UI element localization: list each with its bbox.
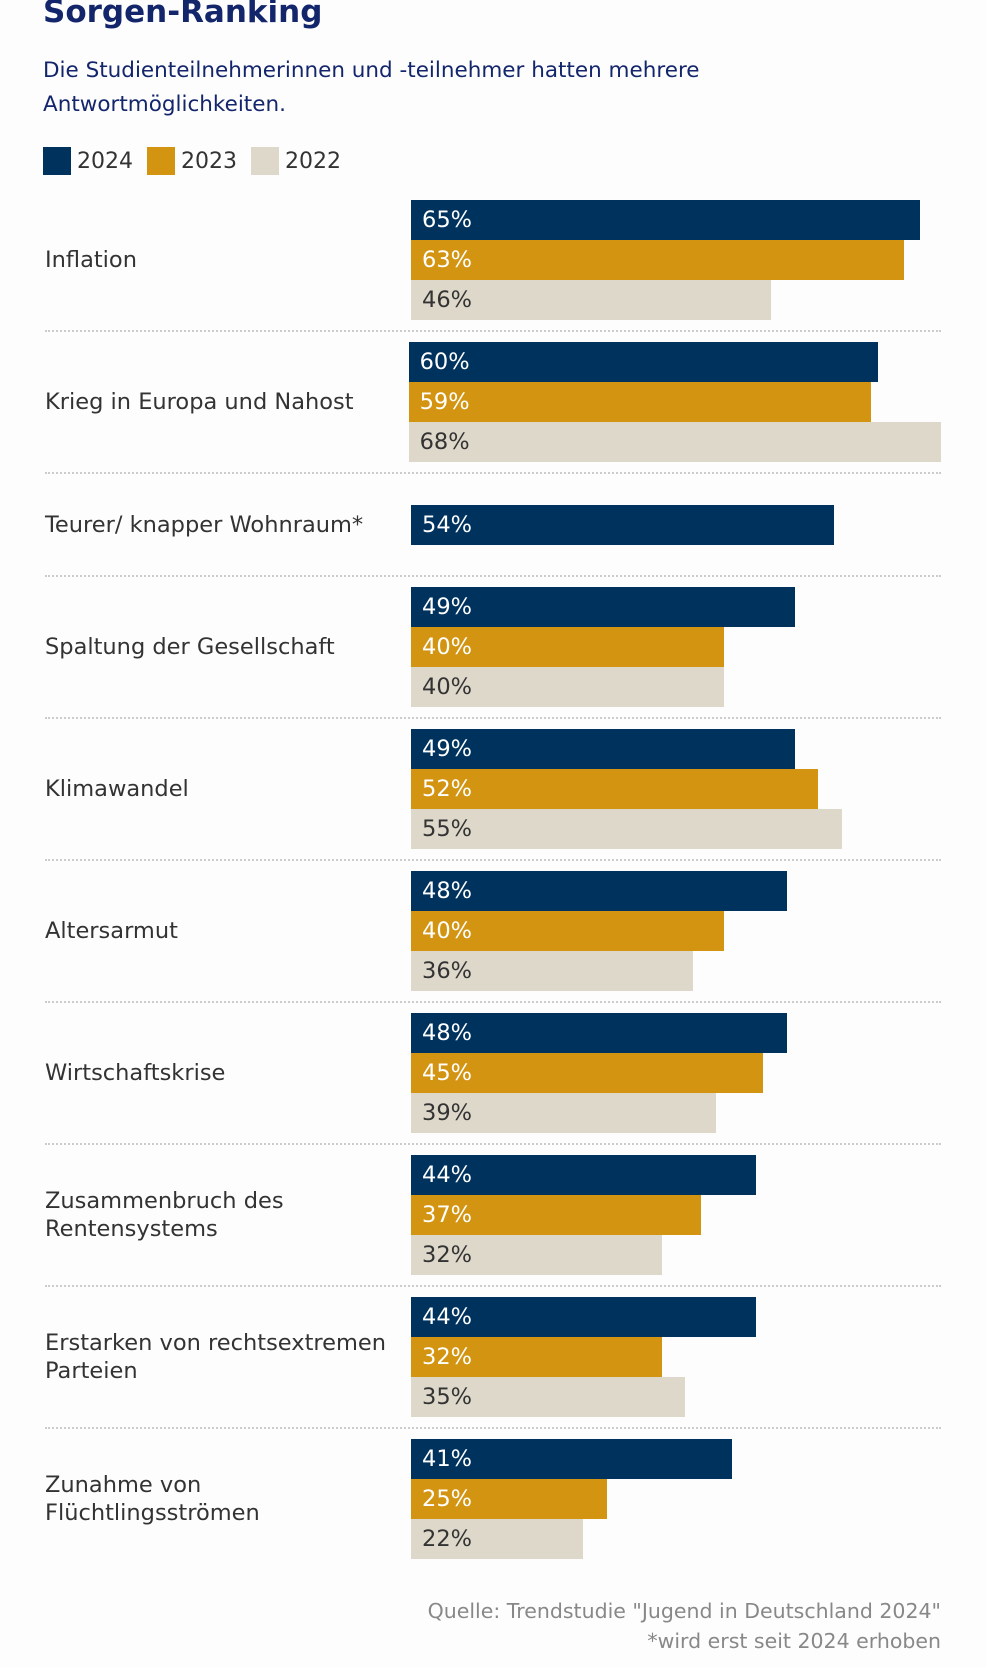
category-group: Wirtschaftskrise 48% 45% 39% (45, 1003, 941, 1145)
data-label: 52% (422, 776, 473, 802)
data-label: 49% (422, 736, 473, 762)
category-label: Altersarmut (45, 918, 178, 944)
bar-2022: 22% (411, 1519, 584, 1559)
bar-2024: 44% (411, 1297, 756, 1337)
category-group: Krieg in Europa und Nahost 60% 59% 68% (45, 332, 941, 474)
bar-2022: 55% (411, 809, 842, 849)
bar-2024: 49% (411, 587, 795, 627)
data-label: 60% (419, 349, 470, 375)
bar-2022: 39% (411, 1093, 717, 1133)
bar-2024: 48% (411, 871, 787, 911)
bar-2023: 59% (408, 382, 871, 422)
data-label: 41% (422, 1446, 473, 1472)
category-label: Spaltung der Gesellschaft (45, 634, 335, 660)
bar-2023: 52% (411, 769, 819, 809)
data-label: 36% (422, 958, 473, 984)
data-label: 55% (422, 816, 473, 842)
footnote: *wird erst seit 2024 erhoben (647, 1629, 941, 1653)
bar-2024: 48% (411, 1013, 787, 1053)
bar-2022: 46% (411, 280, 772, 320)
category-group: Inflation 65% 63% 46% (45, 190, 941, 332)
bar-2023: 25% (411, 1479, 607, 1519)
bar-2024: 54% (411, 504, 834, 545)
data-label: 48% (422, 878, 473, 904)
data-label: 48% (422, 1020, 473, 1046)
data-label: 65% (422, 207, 473, 233)
footer: Quelle: Trendstudie "Jugend in Deutschla… (428, 1596, 941, 1656)
bar-2022: 36% (411, 951, 693, 991)
data-label: 44% (422, 1162, 473, 1188)
bar-2024: 44% (411, 1155, 756, 1195)
data-label: 37% (422, 1202, 473, 1228)
category-label: Erstarken von rechtsextremen Parteien (45, 1330, 387, 1384)
legend-label: 2024 (77, 148, 133, 174)
legend-item-2023: 2023 (147, 147, 237, 175)
category-label: Inflation (45, 247, 137, 273)
bar-2024: 49% (411, 729, 795, 769)
bar-2023: 45% (411, 1053, 764, 1093)
chart-subtitle: Die Studienteilnehmerinnen und -teilnehm… (43, 58, 700, 117)
data-label: 45% (422, 1060, 473, 1086)
data-label: 40% (422, 674, 473, 700)
category-label: Krieg in Europa und Nahost (45, 389, 354, 415)
bar-2024: 65% (411, 200, 920, 240)
legend-item-2024: 2024 (43, 147, 133, 175)
bar-2022: 68% (408, 422, 941, 462)
source-note: Quelle: Trendstudie "Jugend in Deutschla… (427, 1599, 941, 1623)
bar-2022: 32% (411, 1235, 662, 1275)
category-group: Zusammenbruch des Rentensystems 44% 37% 32% (45, 1145, 941, 1287)
data-label: 59% (419, 389, 470, 415)
data-label: 22% (422, 1526, 473, 1552)
data-label: 25% (422, 1486, 473, 1512)
data-label: 49% (422, 594, 473, 620)
bar-2024: 60% (408, 342, 879, 382)
category-label: Wirtschaftskrise (45, 1060, 226, 1086)
bar-2023: 40% (411, 911, 725, 951)
category-label: Teurer/ knapper Wohnraum* (45, 511, 364, 538)
category-label: Zunahme von Flüchtlingsströmen (45, 1472, 260, 1526)
data-label: 63% (422, 247, 473, 273)
category-group: Zunahme von Flüchtlingsströmen 41% 25% 22% (45, 1429, 941, 1569)
bar-2023: 40% (411, 627, 725, 667)
legend-item-2022: 2022 (251, 147, 341, 175)
bar-2022: 35% (411, 1377, 686, 1417)
legend-label: 2022 (285, 148, 341, 174)
data-label: 54% (422, 511, 473, 538)
chart-title: Sorgen-Ranking (43, 0, 323, 30)
legend: 2024 2023 2022 (43, 147, 341, 175)
data-label: 35% (422, 1384, 473, 1410)
legend-swatch (147, 147, 175, 175)
data-label: 39% (422, 1100, 473, 1126)
bar-chart: Inflation 65% 63% 46% Krieg in Europa und Na… (45, 190, 941, 1569)
data-label: 32% (422, 1242, 473, 1268)
category-group: Spaltung der Gesellschaft 49% 40% 40% (45, 577, 941, 719)
category-label: Klimawandel (45, 776, 189, 802)
bar-2023: 32% (411, 1337, 662, 1377)
data-label: 32% (422, 1344, 473, 1370)
bar-2024: 41% (411, 1439, 733, 1479)
data-label: 68% (419, 429, 470, 455)
legend-label: 2023 (181, 148, 237, 174)
category-group: Erstarken von rechtsextremen Parteien 44%… (45, 1287, 941, 1429)
category-group: Teurer/ knapper Wohnraum* 54% (45, 474, 941, 577)
data-label: 40% (422, 918, 473, 944)
bar-2023: 37% (411, 1195, 701, 1235)
legend-swatch (251, 147, 279, 175)
bar-2023: 63% (411, 240, 905, 280)
data-label: 40% (422, 634, 473, 660)
data-label: 46% (422, 287, 473, 313)
category-label: Zusammenbruch des Rentensystems (45, 1188, 284, 1242)
data-label: 44% (422, 1304, 473, 1330)
category-group: Altersarmut 48% 40% 36% (45, 861, 941, 1003)
category-group: Klimawandel 49% 52% 55% (45, 719, 941, 861)
legend-swatch (43, 147, 71, 175)
bar-2022: 40% (411, 667, 725, 707)
